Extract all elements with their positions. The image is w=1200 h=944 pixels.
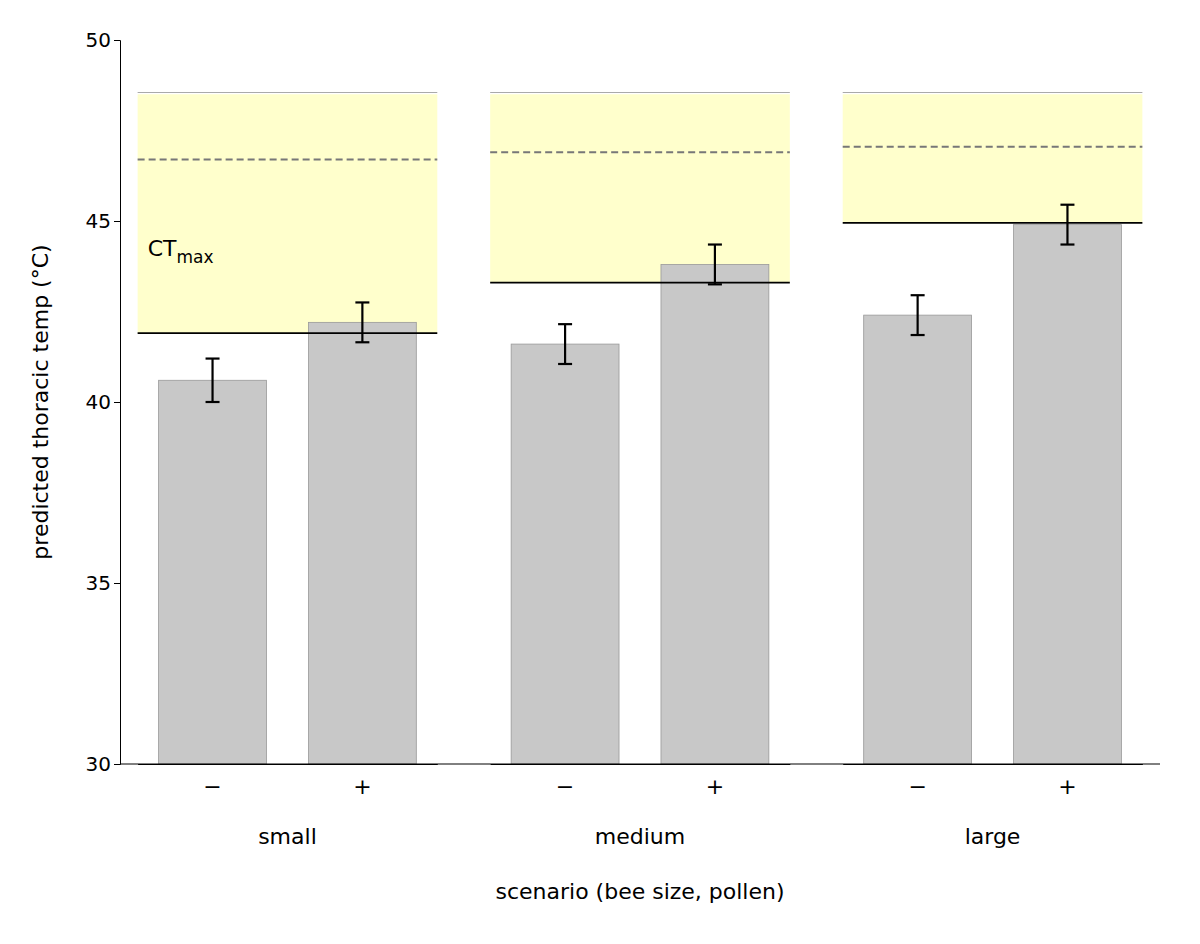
y-tick-label: 45: [86, 209, 111, 233]
bar: [864, 315, 972, 764]
x-tick: +: [1058, 764, 1076, 799]
bar: [661, 264, 769, 764]
x-axis-group: −+: [491, 764, 791, 799]
x-tick-label: +: [353, 774, 371, 799]
error-cap: [708, 243, 722, 245]
error-cap: [911, 294, 925, 296]
y-tick-mark: [114, 583, 120, 584]
error-cap: [355, 341, 369, 343]
error-cap: [911, 334, 925, 336]
x-tick-label: +: [706, 774, 724, 799]
error-bar: [714, 245, 716, 285]
x-tick-label: +: [1058, 774, 1076, 799]
group-label: large: [965, 824, 1021, 849]
dashed-line: [490, 151, 790, 153]
bar: [159, 380, 267, 764]
x-axis-title: scenario (bee size, pollen): [495, 879, 784, 904]
dashed-line: [138, 158, 438, 160]
x-axis-baseline: [120, 764, 1160, 765]
y-tick-label: 40: [86, 390, 111, 414]
error-cap: [558, 363, 572, 365]
marks: [138, 92, 1143, 764]
x-tick: −: [556, 764, 574, 799]
shade-region: [843, 94, 1143, 223]
y-axis: 30 35 40 45 50: [86, 28, 121, 776]
group-label: medium: [595, 824, 685, 849]
annotation-text: CT: [148, 236, 177, 261]
y-tick: 35: [86, 571, 120, 595]
solid-line: [843, 222, 1143, 224]
error-bar: [361, 302, 363, 342]
chart: −+small−+medium−+large3035404550CTmaxsce…: [0, 0, 1200, 944]
error-cap: [1060, 204, 1074, 206]
y-tick-label: 35: [86, 571, 111, 595]
x-tick: +: [353, 764, 371, 799]
annotation: CTmax: [148, 236, 214, 267]
plot: −+small−+medium−+large3035404550CTmaxsce…: [28, 28, 1160, 904]
error-cap: [558, 323, 572, 325]
shade-top-line: [843, 92, 1143, 93]
y-tick-mark: [114, 764, 120, 765]
y-tick-mark: [114, 402, 120, 403]
x-axis-group: −+: [138, 764, 438, 799]
solid-line: [490, 282, 790, 284]
x-tick: +: [706, 764, 724, 799]
error-cap: [355, 301, 369, 303]
error-bar: [564, 324, 566, 364]
y-tick-label: 30: [86, 752, 111, 776]
y-tick: 30: [86, 752, 120, 776]
shade-top-line: [138, 92, 438, 93]
y-tick: 40: [86, 390, 120, 414]
x-tick-label: −: [908, 774, 926, 799]
group-label: small: [258, 824, 317, 849]
x-tick: −: [203, 764, 221, 799]
bar: [1014, 225, 1122, 764]
error-cap: [1060, 243, 1074, 245]
error-bar: [211, 359, 213, 402]
x-axis-group: −+: [843, 764, 1143, 799]
x-tick-label: −: [203, 774, 221, 799]
error-cap: [206, 357, 220, 359]
shade-region: [138, 94, 438, 333]
bar: [308, 322, 416, 764]
x-tick-label: −: [556, 774, 574, 799]
y-tick-label: 50: [86, 28, 111, 52]
y-tick: 45: [86, 209, 120, 233]
annotation-subscript: max: [176, 247, 213, 267]
error-bar: [1066, 205, 1068, 245]
error-bar: [917, 295, 919, 335]
bar: [511, 344, 619, 764]
solid-line: [138, 332, 438, 334]
x-tick: −: [908, 764, 926, 799]
shade-top-line: [490, 92, 790, 93]
error-cap: [708, 283, 722, 285]
y-tick-mark: [114, 221, 120, 222]
y-axis-line: [114, 41, 121, 765]
error-cap: [206, 401, 220, 403]
y-axis-title: predicted thoracic temp (°C): [28, 244, 53, 559]
y-tick-mark: [114, 40, 120, 41]
y-tick: 50: [86, 28, 120, 52]
dashed-line: [843, 146, 1143, 148]
shade-region: [490, 94, 790, 282]
